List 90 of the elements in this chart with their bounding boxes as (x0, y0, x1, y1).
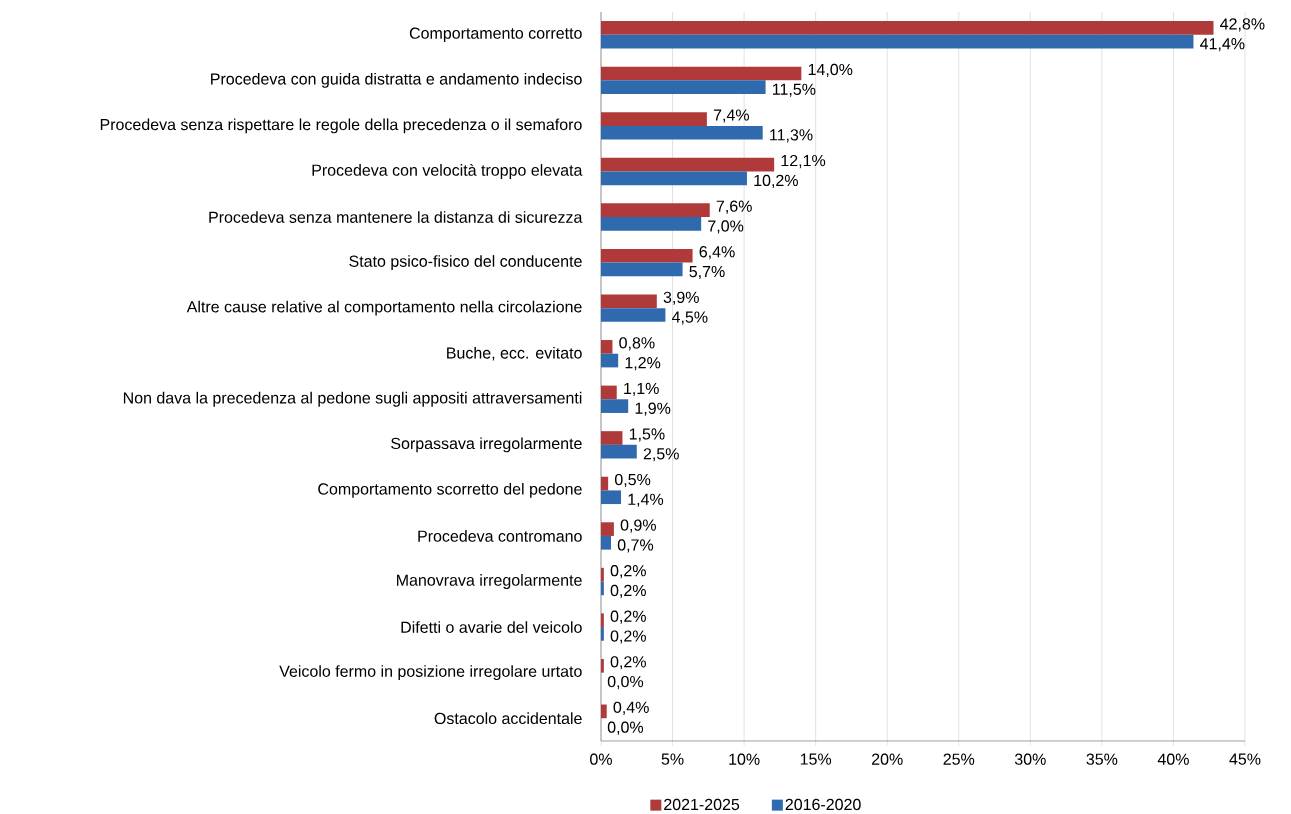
bar (601, 431, 623, 445)
bar (601, 613, 604, 628)
y-tick-label: Difetti o avarie del veicolo (401, 621, 582, 633)
bar (601, 262, 683, 277)
data-label: 7,4% (713, 109, 749, 123)
data-label: 1,9% (635, 402, 671, 416)
bar (601, 581, 604, 596)
bar (601, 353, 619, 368)
y-tick-label: Manovrava irregolarmente (397, 574, 582, 589)
bar (601, 567, 604, 582)
x-tick-label: 15% (800, 753, 832, 765)
bar (601, 248, 693, 263)
data-label: 11,5% (773, 83, 816, 97)
bar (601, 476, 609, 491)
data-label: 0,5% (614, 473, 651, 488)
data-label: 0,7% (617, 539, 654, 553)
y-tick-label: Procedeva con velocità troppo elevata (312, 163, 583, 180)
bar (601, 171, 747, 186)
y-tick-label: Sorpassava irregolarmente (391, 437, 582, 453)
data-label: 11,3% (770, 129, 813, 143)
data-label: 0,8% (619, 337, 655, 351)
y-tick-label: Procedeva senza mantenere la distanza di sicurezza (209, 211, 583, 223)
bar (601, 704, 607, 719)
x-tick-label: 45% (1229, 753, 1261, 765)
data-label: 0,2% (610, 565, 646, 579)
data-label: 1,5% (629, 428, 665, 442)
bar (601, 490, 622, 505)
y-tick-label: Ostacolo accidentale (434, 712, 582, 725)
y-tick-label: Veicolo fermo in posizione irregolare urtato (279, 665, 582, 681)
y-tick-label: Non dava la precedenza al pedone sugli appositi attraversamenti (123, 391, 582, 407)
bar (601, 80, 766, 94)
bar (601, 308, 666, 322)
y-tick-label: Procedeva contromano (418, 530, 582, 542)
bar (601, 444, 637, 459)
data-label: 0,2% (610, 656, 646, 670)
bar (601, 294, 657, 309)
bar (601, 385, 617, 400)
data-label: 1,1% (624, 382, 659, 396)
data-label: 2,5% (643, 448, 679, 462)
bar (601, 203, 710, 218)
y-tick-label: Comportamento corretto (409, 27, 582, 43)
bar (601, 21, 1214, 35)
x-tick-label: 25% (943, 753, 975, 765)
bar (601, 66, 802, 81)
bar (601, 340, 613, 354)
data-label: 7,6% (716, 200, 752, 214)
x-tick-label: 35% (1086, 753, 1118, 765)
y-tick-label: Altre cause relative al comportamento nella circolazione (186, 300, 582, 316)
bar (601, 34, 1194, 49)
data-label: 1,2% (625, 357, 661, 371)
data-label: 10,2% (754, 174, 798, 188)
bar (601, 627, 604, 641)
y-tick-label: Comportamento scorretto del pedone (318, 482, 582, 498)
data-label: 0,0% (607, 675, 644, 690)
legend-label: 2016-2020 (785, 798, 861, 811)
data-label: 4,5% (671, 311, 708, 325)
bar (601, 535, 612, 550)
x-tick-label: 5% (661, 753, 684, 765)
y-tick-label: Buche, ecc. evitato (447, 346, 582, 361)
x-tick-label: 0% (590, 753, 612, 765)
data-label: 12,1% (781, 154, 826, 169)
data-label: 14,0% (808, 63, 853, 78)
data-label: 0,0% (607, 721, 644, 735)
data-label: 0,9% (620, 519, 656, 533)
data-label: 7,0% (708, 220, 744, 234)
data-label: 5,7% (689, 265, 725, 280)
data-label: 0,4% (613, 701, 649, 715)
x-tick-label: 10% (729, 753, 760, 765)
data-label: 0,2% (610, 610, 646, 624)
x-tick-label: 40% (1157, 753, 1189, 765)
bar (601, 125, 763, 140)
x-tick-label: 30% (1014, 753, 1046, 765)
y-tick-label: Procedeva senza rispettare le regole della precedenza o il semaforo (100, 118, 582, 134)
bar (601, 217, 702, 231)
y-tick-label: Stato psico-fisico del conducente (349, 255, 582, 271)
bar (601, 522, 614, 536)
bar (601, 112, 707, 126)
data-label: 0,2% (610, 584, 646, 599)
data-label: 41,4% (1200, 38, 1245, 52)
x-tick-label: 20% (872, 753, 903, 765)
bar (601, 399, 629, 413)
data-label: 42,8% (1220, 18, 1265, 32)
legend-label: 2021-2025 (664, 798, 740, 811)
data-label: 3,9% (663, 291, 699, 305)
bar (601, 658, 604, 673)
data-label: 1,4% (628, 493, 664, 507)
data-label: 0,2% (610, 630, 646, 644)
data-label: 6,4% (699, 246, 735, 260)
y-tick-label: Procedeva con guida distratta e andamento indeciso (211, 72, 582, 88)
bar (601, 157, 775, 172)
